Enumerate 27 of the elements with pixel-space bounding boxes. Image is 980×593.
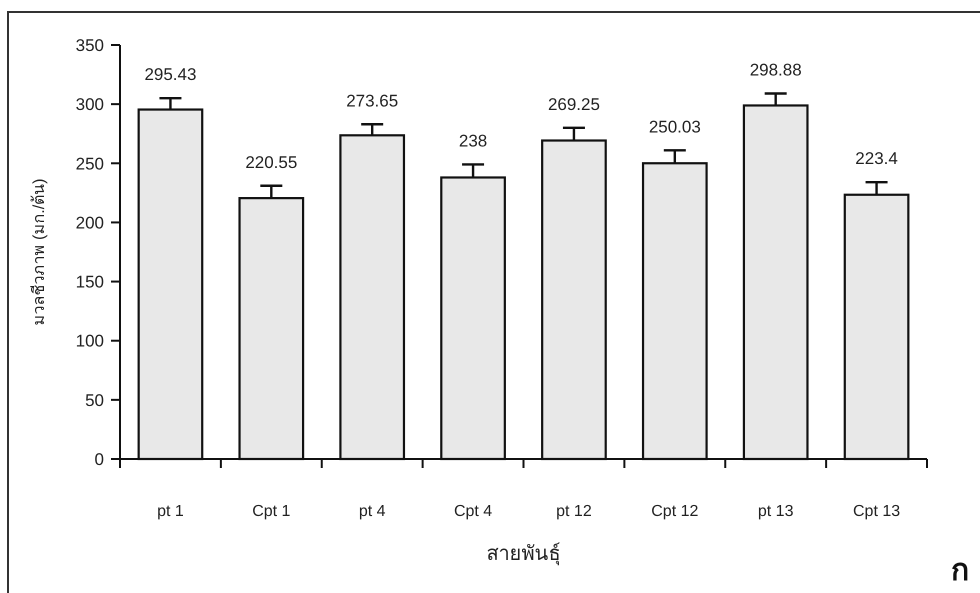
data-label: 269.25 (548, 94, 600, 114)
data-label: 295.43 (144, 65, 196, 84)
text: ก (951, 554, 969, 587)
data-label: 238 (458, 131, 488, 150)
y-tick-label: 200 (76, 213, 104, 232)
data-label: 223.4 (855, 149, 898, 168)
data-label: 298.88 (750, 60, 802, 80)
y-tick-label: 150 (76, 272, 104, 292)
data-label: 273.65 (346, 91, 398, 110)
data-label: 250.03 (648, 117, 701, 136)
x-tick-label: Cpt 4 (454, 503, 492, 520)
y-tick-label: 50 (85, 390, 104, 410)
x-tick-label: Cpt 1 (252, 503, 291, 520)
x-tick-label: Cpt 12 (651, 503, 698, 520)
x-tick-label: pt 13 (758, 503, 794, 520)
x-tick-label: Cpt 13 (852, 503, 900, 520)
x-tick-label: pt 4 (358, 503, 386, 520)
y-tick-label: 250 (76, 154, 104, 174)
y-axis-title: มวลชีวภาพ (มก./ต้น) (30, 178, 48, 326)
y-tick-label: 0 (94, 450, 104, 469)
x-axis-title: สายพันธุ์ (486, 542, 560, 566)
y-tick-label: 100 (76, 332, 104, 351)
y-tick-label: 350 (76, 36, 104, 55)
x-tick-label: pt 1 (157, 503, 184, 520)
data-label: 220.55 (245, 152, 298, 172)
x-tick-label: pt 12 (556, 503, 592, 520)
y-tick-label: 300 (76, 95, 104, 114)
